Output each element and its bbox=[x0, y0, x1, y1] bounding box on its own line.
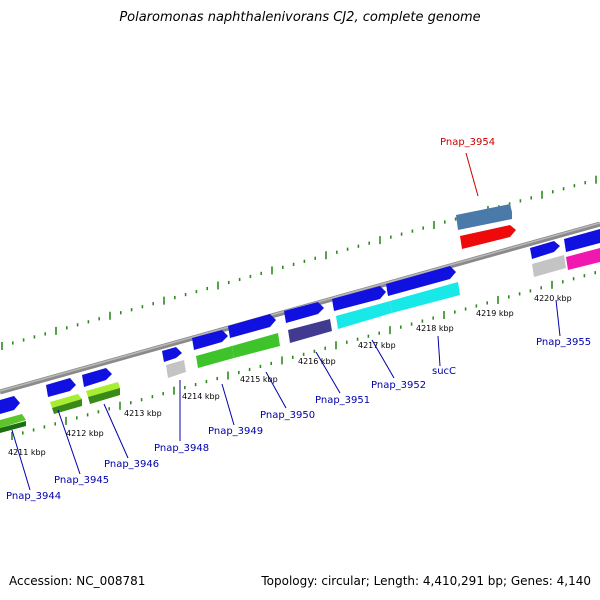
gene-block[interactable] bbox=[162, 347, 182, 362]
tick-label: 4219 kbp bbox=[476, 309, 514, 318]
gene-block[interactable] bbox=[284, 302, 324, 323]
genome-summary-text: Topology: circular; Length: 4,410,291 bp… bbox=[261, 574, 591, 588]
kbp-tick-labels: 4211 kbp 4212 kbp 4213 kbp 4214 kbp 4215 kbp… bbox=[8, 294, 572, 457]
gene-labels: Pnap_3944 Pnap_3945 Pnap_3946 Pnap_3948 Pnap… bbox=[6, 137, 591, 502]
map-title: Polaromonas naphthalenivorans CJ2, compl… bbox=[119, 10, 481, 25]
outer-tick-row bbox=[1, 175, 597, 350]
gene-block[interactable] bbox=[46, 378, 76, 397]
gene-block[interactable] bbox=[564, 229, 600, 252]
gene-label[interactable]: Pnap_3944 bbox=[6, 491, 61, 502]
gene-label[interactable]: sucC bbox=[432, 366, 456, 377]
leader-line bbox=[265, 371, 287, 409]
gene-block[interactable] bbox=[532, 255, 566, 277]
gene-block[interactable] bbox=[386, 266, 456, 296]
gene-block[interactable] bbox=[530, 241, 560, 259]
label-leader-lines bbox=[11, 152, 561, 491]
leader-line bbox=[371, 339, 395, 379]
gene-block[interactable] bbox=[82, 368, 112, 387]
leader-line bbox=[221, 383, 235, 426]
leader-line bbox=[103, 403, 129, 459]
gene-label[interactable]: Pnap_3950 bbox=[260, 410, 315, 421]
gene-block[interactable] bbox=[332, 286, 386, 311]
gene-block[interactable] bbox=[336, 301, 392, 329]
gene-label[interactable]: Pnap_3955 bbox=[536, 337, 591, 348]
gene-block[interactable] bbox=[166, 360, 186, 378]
leader-line bbox=[57, 409, 81, 475]
gene-label[interactable]: Pnap_3951 bbox=[315, 395, 370, 406]
gene-block[interactable] bbox=[86, 382, 120, 397]
tick-label: 4213 kbp bbox=[124, 409, 162, 418]
gene-block[interactable] bbox=[228, 314, 276, 338]
tick-label: 4217 kbp bbox=[358, 341, 396, 350]
tick-label: 4218 kbp bbox=[416, 324, 454, 333]
gene-features bbox=[0, 204, 600, 433]
leader-line bbox=[555, 299, 561, 337]
gene-block[interactable] bbox=[192, 330, 228, 350]
gene-block[interactable] bbox=[288, 319, 332, 343]
tick-label: 4215 kbp bbox=[240, 375, 278, 384]
leader-line bbox=[11, 429, 31, 491]
gene-block[interactable] bbox=[460, 225, 516, 249]
gene-block[interactable] bbox=[50, 394, 82, 408]
tick-label: 4211 kbp bbox=[8, 448, 46, 457]
gene-label[interactable]: Pnap_3949 bbox=[208, 426, 263, 437]
accession-text: Accession: NC_008781 bbox=[9, 574, 146, 588]
inner-tick-row bbox=[11, 271, 597, 440]
gene-block[interactable] bbox=[0, 421, 26, 433]
tick-label: 4214 kbp bbox=[182, 392, 220, 401]
leader-line bbox=[437, 335, 441, 367]
tick-label: 4220 kbp bbox=[534, 294, 572, 303]
leader-line bbox=[465, 152, 479, 197]
gene-label[interactable]: Pnap_3946 bbox=[104, 459, 159, 470]
gene-block[interactable] bbox=[196, 346, 234, 368]
gene-label[interactable]: Pnap_3945 bbox=[54, 475, 109, 486]
gene-label[interactable]: Pnap_3952 bbox=[371, 380, 426, 391]
gene-block[interactable] bbox=[566, 248, 600, 270]
leader-line bbox=[315, 351, 341, 394]
tick-label: 4216 kbp bbox=[298, 357, 336, 366]
gene-block[interactable] bbox=[0, 414, 26, 428]
gene-block[interactable] bbox=[88, 388, 120, 404]
tick-label: 4212 kbp bbox=[66, 429, 104, 438]
gene-label[interactable]: Pnap_3948 bbox=[154, 443, 209, 454]
gene-block[interactable] bbox=[456, 204, 512, 230]
gene-block[interactable] bbox=[232, 333, 280, 358]
gene-label[interactable]: Pnap_3954 bbox=[440, 137, 495, 148]
gene-block[interactable] bbox=[52, 399, 82, 414]
gene-block[interactable] bbox=[390, 282, 460, 313]
gene-block[interactable] bbox=[0, 396, 20, 414]
